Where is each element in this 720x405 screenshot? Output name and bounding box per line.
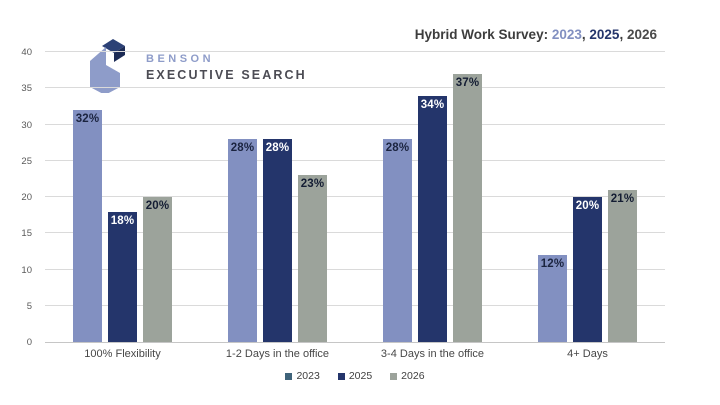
gridline-10 [45,268,665,270]
legend-swatch-icon [390,372,398,380]
bar-value-label: 28% [230,142,255,154]
title-segment-1: 2023 [551,27,582,42]
bar-2023-3: 12% [538,255,567,342]
bar-value-label: 12% [540,258,565,270]
y-tick-10: 10 [21,264,32,276]
logo-subtitle: EXECUTIVE SEARCH [146,68,307,82]
x-axis: 100% Flexibility 1-2 Days in the office 3-… [45,348,665,360]
y-tick-15: 15 [21,228,32,240]
bar-2026-1: 23% [298,175,327,342]
legend-label: 2025 [348,370,373,382]
bar-group-1: 28% 28% 23% [228,139,327,342]
bar-value-label: 20% [145,200,170,212]
bar-value-label: 20% [575,200,600,212]
bar-group-0: 32% 18% 20% [73,110,172,342]
bar-2026-0: 20% [143,197,172,342]
x-label-2: 3-4 Days in the office [380,348,485,360]
bar-2025-2: 34% [418,95,447,342]
bar-2025-1: 28% [263,139,292,342]
bar-value-label: 23% [300,178,325,191]
gridline-5 [45,304,665,306]
legend-item-2026: 2026 [390,370,425,382]
bar-2025-0: 18% [108,211,137,342]
bar-2023-1: 28% [228,139,257,342]
legend-swatch-icon [337,372,345,380]
bar-value-label: 32% [75,113,100,125]
title-segment-0: Hybrid Work Survey: [414,27,552,42]
chart-title: Hybrid Work Survey: 2023, 2025, 2026 [415,27,657,42]
bar-value-label: 18% [110,214,135,227]
y-tick-40: 40 [21,47,32,58]
legend-label: 2023 [296,370,320,382]
legend: 2023 2025 2026 [45,370,665,382]
benson-logo-icon [86,37,136,98]
bar-value-label: 28% [265,142,290,154]
plot-area: 32% 18% 20% 28% 28% 23% 28% 34% 37% 12% 20% 21% [45,51,665,343]
bar-group-3: 12% 20% 21% [538,189,637,342]
gridline-25 [45,159,665,161]
logo-name: BENSON [146,53,215,65]
x-label-3: 4+ Days [567,348,608,360]
title-segment-2: , [581,27,590,42]
gridline-40 [45,51,665,52]
benson-logo: BENSON EXECUTIVE SEARCH [86,37,307,98]
y-tick-20: 20 [21,192,32,203]
bar-group-2: 28% 34% 37% [383,73,482,342]
legend-swatch-icon [285,372,293,380]
x-label-1: 1-2 Days in the office [225,348,330,360]
y-tick-30: 30 [21,119,32,131]
legend-label: 2026 [401,370,425,382]
bar-2026-3: 21% [608,189,637,342]
bar-2026-2: 37% [453,73,482,342]
bar-value-label: 21% [610,192,635,205]
gridline-15 [45,232,665,234]
y-tick-5: 5 [26,300,32,312]
y-tick-35: 35 [21,83,32,95]
gridline-35 [45,87,665,89]
gridline-20 [45,196,665,197]
bar-value-label: 28% [385,142,410,154]
bar-2023-2: 28% [383,139,412,342]
title-segment-5: 2026 [626,27,657,42]
bar-value-label: 34% [420,98,445,111]
legend-item-2025: 2025 [337,370,373,382]
bar-2025-3: 20% [573,197,602,342]
title-segment-4: , [619,27,627,42]
benson-logo-text: BENSON EXECUTIVE SEARCH [146,53,307,82]
x-label-0: 100% Flexibility [84,348,161,360]
bar-value-label: 37% [455,76,480,89]
title-segment-3: 2025 [589,27,620,42]
y-tick-0: 0 [26,337,32,348]
y-tick-25: 25 [21,155,32,167]
bar-2023-0: 32% [73,110,102,342]
legend-item-2023: 2023 [285,370,320,382]
gridline-30 [45,123,665,125]
